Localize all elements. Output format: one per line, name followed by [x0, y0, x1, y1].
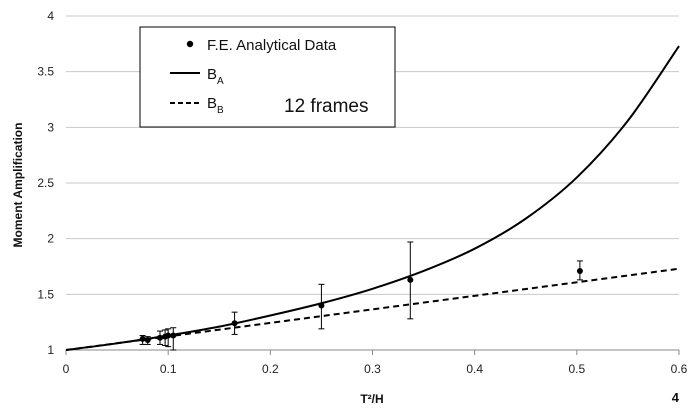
y-tick-label: 2 [47, 232, 54, 246]
x-tick-label: 0.3 [364, 362, 381, 376]
y-tick-label: 1.5 [37, 287, 54, 301]
legend-label-bb: BB [207, 95, 224, 116]
legend-label-ba: BA [207, 66, 224, 87]
legend-label-ba-sub: A [217, 76, 224, 87]
data-point [156, 334, 163, 341]
legend-box [139, 26, 396, 128]
x-tick-label: 0.4 [466, 362, 483, 376]
legend-label-bb-main: B [207, 95, 217, 112]
legend: F.E. Analytical Data BA BB 12 frames [139, 26, 396, 128]
data-point [231, 320, 238, 327]
annotation-frames: 12 frames [284, 96, 368, 117]
x-tick-label: 0.6 [671, 362, 688, 376]
data-point [170, 332, 177, 339]
data-point [139, 335, 146, 342]
legend-label-points: F.E. Analytical Data [207, 37, 337, 54]
legend-label-ba-main: B [207, 66, 217, 83]
y-axis-title: Moment Amplification [11, 123, 25, 248]
data-point [165, 332, 172, 339]
y-tick-label: 2.5 [37, 176, 54, 190]
y-tick-label: 3 [47, 120, 54, 134]
x-tick-label: 0 [63, 362, 70, 376]
x-tick-label: 0.2 [262, 362, 279, 376]
x-axis-title: T²/H [360, 392, 383, 406]
y-tick-label: 4 [47, 9, 54, 23]
page-number: 4 [672, 390, 680, 405]
data-point [576, 267, 583, 274]
y-tick-label: 3.5 [37, 65, 54, 79]
x-tick-label: 0.1 [160, 362, 177, 376]
tick-labels: 1 1.5 2 2.5 3 3.5 4 0 0.1 0.2 0.3 0.4 0.5 0.6 [37, 9, 687, 376]
legend-label-bb-sub: B [217, 105, 224, 116]
data-point [318, 302, 325, 309]
axes [65, 349, 680, 355]
series [65, 45, 680, 351]
data-point [407, 276, 414, 283]
y-tick-label: 1 [47, 343, 54, 357]
x-tick-label: 0.5 [568, 362, 585, 376]
legend-marker-points [186, 40, 194, 48]
data-point [144, 336, 151, 343]
